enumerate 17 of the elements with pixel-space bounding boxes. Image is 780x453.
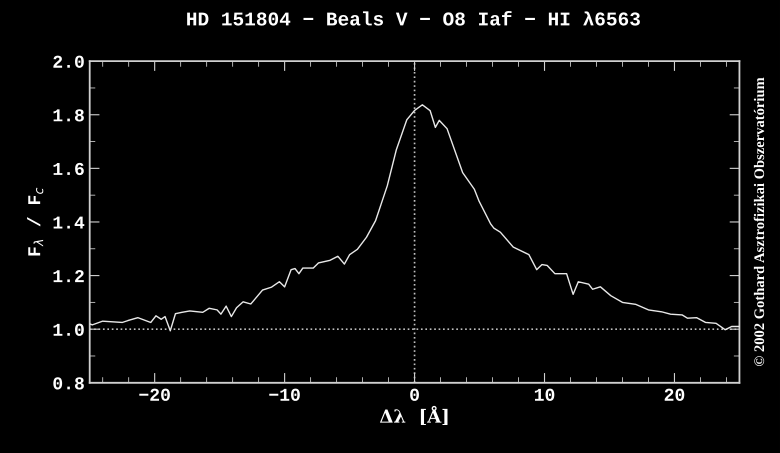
y-tick-label: 1.2 <box>54 270 84 282</box>
y-tick-label: 1.8 <box>54 109 84 122</box>
line-series <box>90 104 740 332</box>
x-tick-label: 0 <box>410 388 419 401</box>
y-tick-label: 0.8 <box>53 377 84 390</box>
x-axis-title: Δλ [Å] <box>380 406 448 426</box>
y-tick-label: 1.4 <box>54 216 84 229</box>
x-tick-label: 10 <box>534 388 554 401</box>
x-tick-label: −20 <box>139 388 170 401</box>
chart-title: HD 151804 − Beals V − O8 Iaf − HI λ6563 <box>187 11 640 26</box>
x-tick-label: 20 <box>664 388 684 401</box>
text: © 2002 Gothard Asztrofizikai Obszervatórium <box>754 78 764 366</box>
y-axis-title: F$_{λ}$ / F$_{c}$ <box>27 188 44 256</box>
x-tick-label: −10 <box>269 388 300 401</box>
y-tick-label: 1.6 <box>54 162 84 176</box>
y-tick-label: 1.0 <box>54 324 84 336</box>
y-tick-label: 2.0 <box>53 56 84 68</box>
